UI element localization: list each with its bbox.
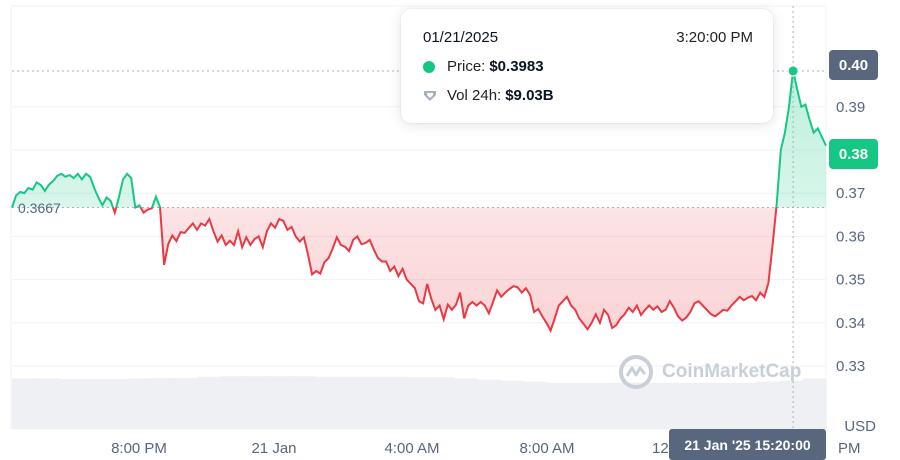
volume-bar (267, 376, 292, 429)
volume-bar (151, 377, 176, 429)
volume-bar (546, 382, 571, 429)
volume-bars (12, 376, 827, 429)
volume-bar (314, 376, 339, 429)
price-line-down (11, 207, 778, 334)
baseline-label: 0.3667 (18, 200, 61, 216)
tooltip-volume-label: Vol 24h: (447, 87, 502, 104)
volume-bar (639, 382, 664, 429)
x-tick-label: 12 (652, 440, 669, 457)
volume-bar (593, 382, 618, 429)
volume-bar (35, 378, 60, 429)
x-axis: 8:00 PM 21 Jan 4:00 AM 8:00 AM 12 PM (111, 440, 860, 457)
y-tick-label: 0.35 (836, 272, 865, 289)
volume-bar (430, 377, 455, 429)
volume-bar (198, 376, 222, 429)
tooltip-time: 3:20:00 PM (676, 29, 753, 46)
volume-bar (407, 377, 432, 429)
volume-bar (709, 382, 734, 429)
tooltip-price-label: Price: (447, 58, 486, 75)
y-tick-label: 0.33 (836, 358, 865, 375)
tooltip-price-value: $0.3983 (489, 58, 544, 75)
volume-bar (221, 376, 246, 429)
high-price-tag: 0.40 (829, 50, 878, 80)
volume-bar (686, 382, 711, 429)
x-tick-label: PM (838, 440, 861, 457)
x-tick-label: 21 Jan (251, 440, 296, 457)
x-tick-label: 4:00 AM (384, 440, 439, 457)
volume-bar (500, 380, 525, 429)
x-tick-label: 8:00 PM (111, 440, 167, 457)
volume-bar (174, 377, 199, 429)
volume-bar (756, 381, 781, 429)
volume-bar (523, 381, 548, 429)
volume-shield-icon (424, 90, 436, 101)
volume-bar (81, 378, 106, 429)
volume-bar (360, 376, 385, 429)
volume-bar (384, 376, 408, 429)
volume-bar (570, 382, 595, 429)
y-tick-label: 0.39 (836, 99, 865, 116)
volume-bar (616, 382, 641, 429)
red-area-fill (12, 207, 826, 331)
volume-bar (802, 378, 827, 429)
tooltip-volume-value: $9.03B (505, 87, 554, 104)
currency-label: USD (844, 418, 876, 435)
y-tick-label: 0.34 (836, 315, 865, 332)
volume-bar (453, 378, 478, 429)
volume-bar (663, 382, 688, 429)
tooltip-volume-row: Vol 24h: $9.03B (423, 87, 554, 104)
watermark-text: CoinMarketCap (662, 361, 802, 382)
price-tooltip: 01/21/2025 3:20:00 PM Price: $0.3983 Vol… (401, 9, 773, 123)
tooltip-date: 01/21/2025 (423, 29, 499, 46)
hover-point (787, 65, 799, 77)
volume-bar (244, 376, 269, 429)
x-tick-label: 8:00 AM (519, 440, 574, 457)
crosshair-time-tag: 21 Jan '25 15:20:00 (669, 429, 826, 460)
tooltip-price-row: Price: $0.3983 (423, 58, 544, 75)
volume-bar (58, 378, 83, 429)
green-dot-icon (423, 60, 435, 73)
volume-bar (337, 376, 362, 429)
watermark: CoinMarketCap (618, 354, 801, 390)
volume-bar (732, 382, 757, 429)
volume-bar (477, 379, 501, 429)
y-tick-label: 0.37 (836, 185, 865, 202)
volume-bar (128, 378, 153, 429)
green-area-fill (12, 70, 826, 208)
volume-bar (105, 378, 129, 429)
coinmarketcap-logo-icon (619, 355, 653, 389)
volume-bar (291, 376, 315, 429)
y-tick-label: 0.36 (836, 228, 865, 245)
current-price-tag: 0.38 (829, 139, 878, 169)
volume-bar (12, 378, 36, 429)
volume-bar (779, 380, 804, 429)
